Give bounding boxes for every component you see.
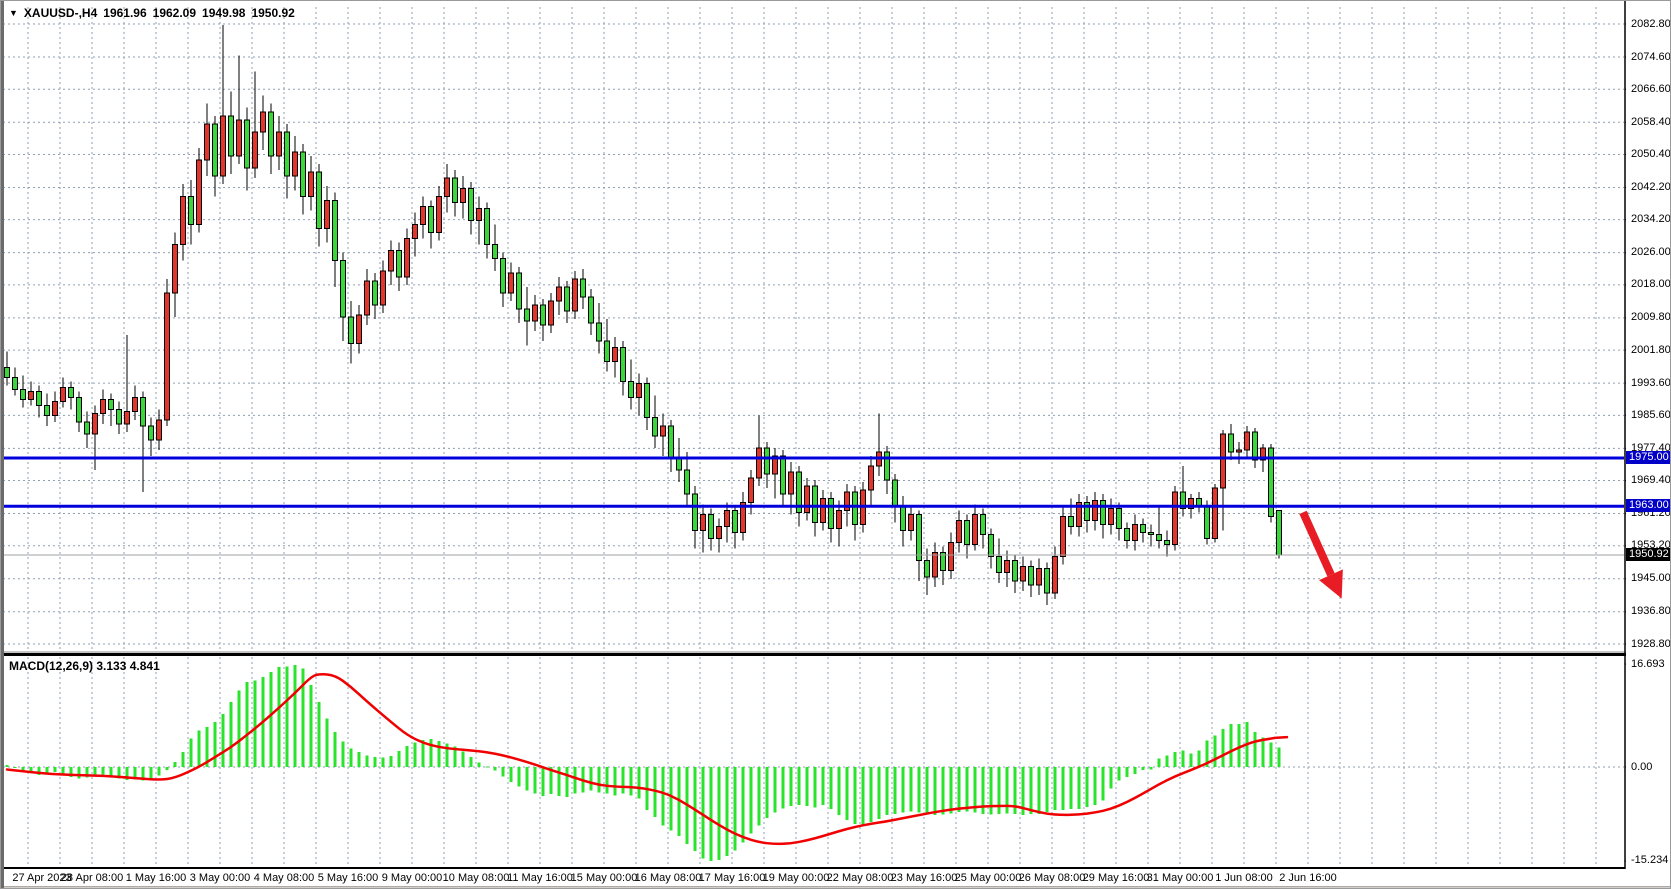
time-axis-border	[1, 867, 1625, 869]
price-tick-label: 2082.80	[1631, 17, 1671, 30]
time-tick-label: 16 May 08:00	[634, 872, 702, 884]
price-tick-label: 2001.80	[1631, 343, 1671, 356]
time-tick-label: 10 May 08:00	[442, 872, 510, 884]
price-tick-label: 2034.20	[1631, 213, 1671, 226]
price-tick-label: 2058.40	[1631, 115, 1671, 128]
symbol-header: ▼ XAUUSD-,H4 1961.96 1962.09 1949.98 195…	[9, 6, 295, 20]
price-tick-label: 2026.00	[1631, 246, 1671, 259]
price-tick-label: 1977.40	[1631, 441, 1671, 454]
time-axis[interactable]	[1, 869, 1670, 886]
macd-tick-label: -15.234	[1631, 854, 1669, 867]
window-bottom-edge	[1, 886, 1670, 888]
time-tick-label: 11 May 16:00	[507, 872, 573, 884]
symbol-dropdown-icon[interactable]: ▼	[9, 8, 18, 18]
time-tick-label: 15 May 00:00	[570, 872, 638, 884]
ohlc-low: 1949.98	[202, 6, 246, 20]
time-tick-label: 5 May 16:00	[317, 872, 379, 884]
price-tick-label: 1993.60	[1631, 376, 1671, 389]
time-tick-label: 17 May 16:00	[698, 872, 766, 884]
time-tick-label: 19 May 00:00	[762, 872, 830, 884]
time-tick-label: 4 May 08:00	[253, 872, 315, 884]
ohlc-open: 1961.96	[103, 6, 147, 20]
price-tick-label: 1945.00	[1631, 572, 1671, 585]
window-left-edge	[1, 1, 4, 888]
time-tick-label: 1 May 16:00	[125, 872, 187, 884]
trend-arrow-shaft[interactable]	[1299, 510, 1335, 577]
macd-tick-label: 16.693	[1631, 657, 1665, 670]
ohlc-close: 1950.92	[251, 6, 295, 20]
level-price-label: 1975.00	[1626, 451, 1670, 464]
time-tick-label: 9 May 00:00	[381, 872, 443, 884]
time-tick-label: 1 Jun 08:00	[1215, 872, 1273, 884]
time-tick-label: 3 May 00:00	[189, 872, 251, 884]
price-tick-label: 1936.80	[1631, 605, 1671, 618]
price-tick-label: 1969.40	[1631, 474, 1671, 487]
time-tick-label: 27 Apr 2023	[12, 872, 72, 884]
time-tick-label: 22 May 08:00	[826, 872, 894, 884]
macd-indicator-label: MACD(12,26,9) 3.133 4.841	[9, 659, 160, 673]
symbol-name: XAUUSD-,H4	[23, 6, 98, 20]
ohlc-high: 1962.09	[152, 6, 197, 20]
trend-arrow-head-icon[interactable]	[1319, 569, 1343, 599]
candles	[4, 25, 1282, 605]
price-tick-label: 2050.40	[1631, 147, 1671, 160]
price-tick-label: 2074.60	[1631, 50, 1671, 63]
price-tick-label: 2066.60	[1631, 82, 1671, 95]
time-tick-label: 29 May 16:00	[1082, 872, 1150, 884]
price-tick-label: 1928.80	[1631, 637, 1671, 650]
time-tick-label: 26 May 08:00	[1018, 872, 1086, 884]
macd-signal-line	[5, 673, 1289, 846]
time-tick-label: 28 Apr 08:00	[60, 872, 124, 884]
time-tick-label: 23 May 16:00	[890, 872, 958, 884]
price-tick-label: 1985.60	[1631, 408, 1671, 421]
price-tick-label: 2042.20	[1631, 180, 1671, 193]
price-tick-label: 2018.00	[1631, 278, 1671, 291]
level-price-label: 1963.00	[1626, 499, 1670, 513]
price-axis[interactable]: 2082.80 2074.60 2066.60 2058.40 2050.40 2042.…	[1626, 1, 1671, 869]
time-tick-label: 25 May 00:00	[954, 872, 1022, 884]
current-price-label: 1950.92	[1626, 547, 1670, 561]
panel-splitter[interactable]	[1, 653, 1671, 656]
price-tick-label: 2009.80	[1631, 311, 1671, 324]
macd-histogram	[5, 665, 1281, 861]
time-tick-label: 2 Jun 16:00	[1279, 872, 1337, 884]
time-tick-label: 31 May 00:00	[1146, 872, 1214, 884]
macd-tick-label: 0.00	[1631, 760, 1653, 773]
